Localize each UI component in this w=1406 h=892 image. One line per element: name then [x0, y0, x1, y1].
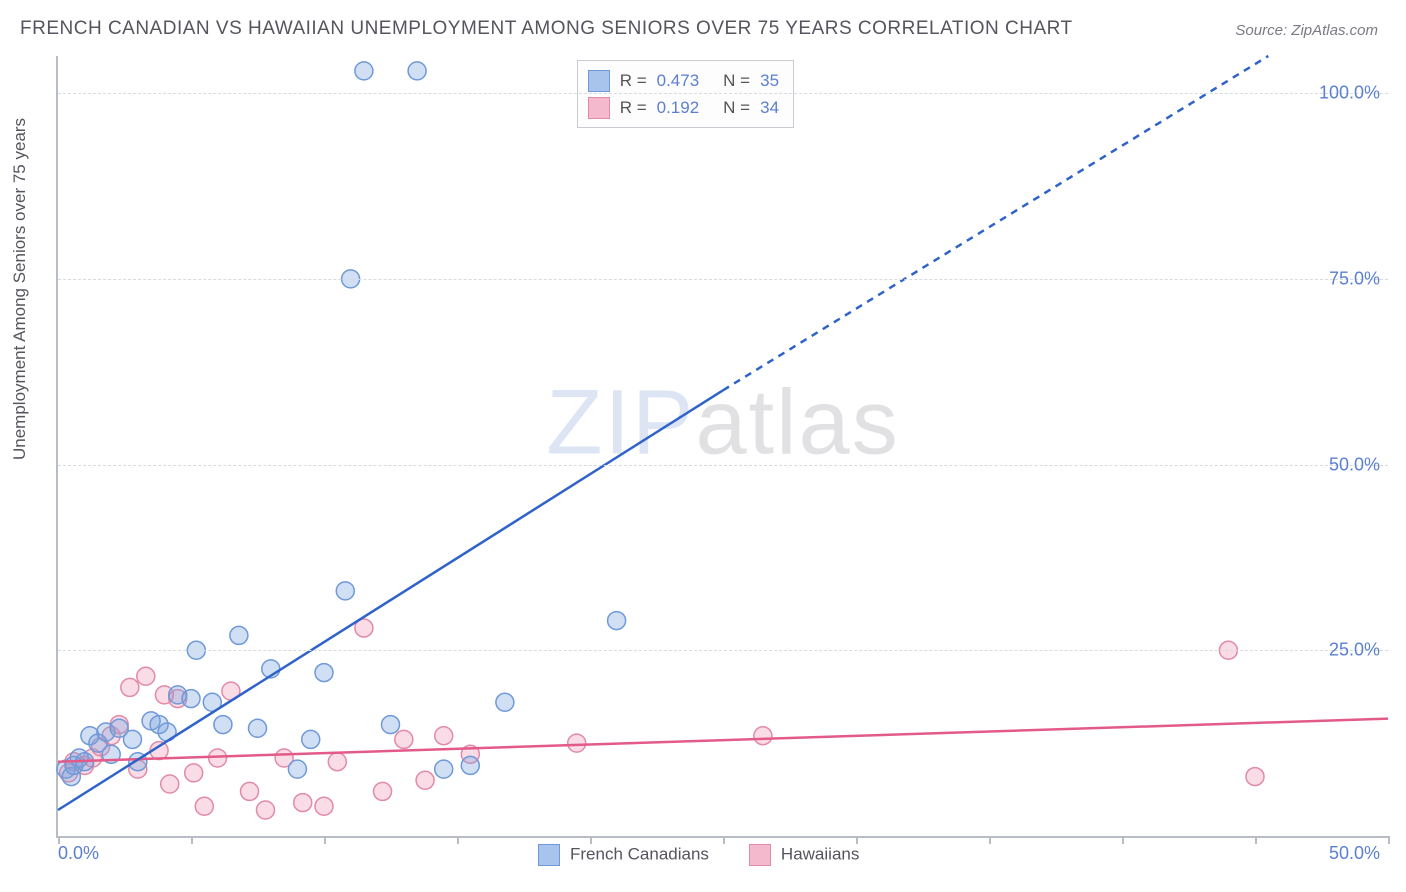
data-point [315, 797, 333, 815]
x-tick-mark [989, 836, 991, 844]
x-tick-mark [58, 836, 60, 844]
data-point [209, 749, 227, 767]
legend-item: French Canadians [538, 844, 709, 866]
r-value: 0.473 [657, 67, 700, 94]
n-value: 34 [760, 94, 779, 121]
r-label: R = [620, 67, 647, 94]
gridline-horizontal [58, 279, 1388, 280]
x-tick-label-min: 0.0% [58, 843, 99, 864]
data-point [195, 797, 213, 815]
data-point [355, 62, 373, 80]
series-legend: French Canadians Hawaiians [538, 844, 859, 866]
trend-line-extrapolated [723, 56, 1268, 390]
data-point [1246, 768, 1264, 786]
data-point [302, 730, 320, 748]
data-point [161, 775, 179, 793]
data-point [249, 719, 267, 737]
n-label: N = [723, 67, 750, 94]
data-point [315, 664, 333, 682]
series-swatch [588, 70, 610, 92]
stats-row: R = 0.192 N = 34 [588, 94, 779, 121]
data-point [754, 727, 772, 745]
source-attribution: Source: ZipAtlas.com [1235, 22, 1378, 39]
x-tick-mark [324, 836, 326, 844]
data-point [230, 626, 248, 644]
data-point [185, 764, 203, 782]
source-label: Source: [1235, 22, 1287, 39]
chart-title: FRENCH CANADIAN VS HAWAIIAN UNEMPLOYMENT… [20, 18, 1073, 40]
gridline-horizontal [58, 650, 1388, 651]
data-point [374, 782, 392, 800]
x-tick-mark [856, 836, 858, 844]
y-tick-label: 50.0% [1329, 454, 1380, 475]
data-point [496, 693, 514, 711]
x-tick-mark [1255, 836, 1257, 844]
gridline-horizontal [58, 465, 1388, 466]
gridline-horizontal [58, 93, 1388, 94]
data-point [241, 782, 259, 800]
x-tick-mark [1388, 836, 1390, 844]
r-value: 0.192 [657, 94, 700, 121]
legend-item: Hawaiians [749, 844, 859, 866]
y-axis-label: Unemployment Among Seniors over 75 years [10, 118, 30, 460]
data-point [408, 62, 426, 80]
data-point [182, 690, 200, 708]
plot-area: ZIPatlas R =0.473N =35R =0.192N =34 0.0%… [56, 56, 1388, 838]
data-point [416, 771, 434, 789]
y-tick-label: 100.0% [1319, 83, 1380, 104]
data-point [137, 667, 155, 685]
x-tick-mark [457, 836, 459, 844]
data-point [568, 734, 586, 752]
x-tick-mark [723, 836, 725, 844]
source-value: ZipAtlas.com [1291, 22, 1378, 39]
r-label: R = [620, 94, 647, 121]
x-tick-mark [590, 836, 592, 844]
data-point [461, 756, 479, 774]
data-point [328, 753, 346, 771]
correlation-stats-box: R = 0.473 N = 35 R = 0.192 N = 34 [577, 60, 794, 128]
series-swatch [588, 97, 610, 119]
n-label: N = [723, 94, 750, 121]
data-point [256, 801, 274, 819]
trend-line [58, 390, 723, 810]
legend-swatch [749, 844, 771, 866]
data-point [214, 716, 232, 734]
data-point [123, 730, 141, 748]
data-point [382, 716, 400, 734]
legend-label: Hawaiians [781, 844, 859, 863]
data-point [435, 760, 453, 778]
x-tick-mark [1122, 836, 1124, 844]
y-tick-label: 25.0% [1329, 640, 1380, 661]
legend-label: French Canadians [570, 844, 709, 863]
legend-swatch [538, 844, 560, 866]
y-tick-label: 75.0% [1329, 268, 1380, 289]
data-point [435, 727, 453, 745]
chart-svg [58, 56, 1388, 836]
x-tick-mark [191, 836, 193, 844]
x-tick-label-max: 50.0% [1329, 843, 1380, 864]
stats-row: R = 0.473 N = 35 [588, 67, 779, 94]
data-point [121, 678, 139, 696]
data-point [608, 612, 626, 630]
data-point [395, 730, 413, 748]
data-point [294, 794, 312, 812]
data-point [336, 582, 354, 600]
n-value: 35 [760, 67, 779, 94]
data-point [288, 760, 306, 778]
